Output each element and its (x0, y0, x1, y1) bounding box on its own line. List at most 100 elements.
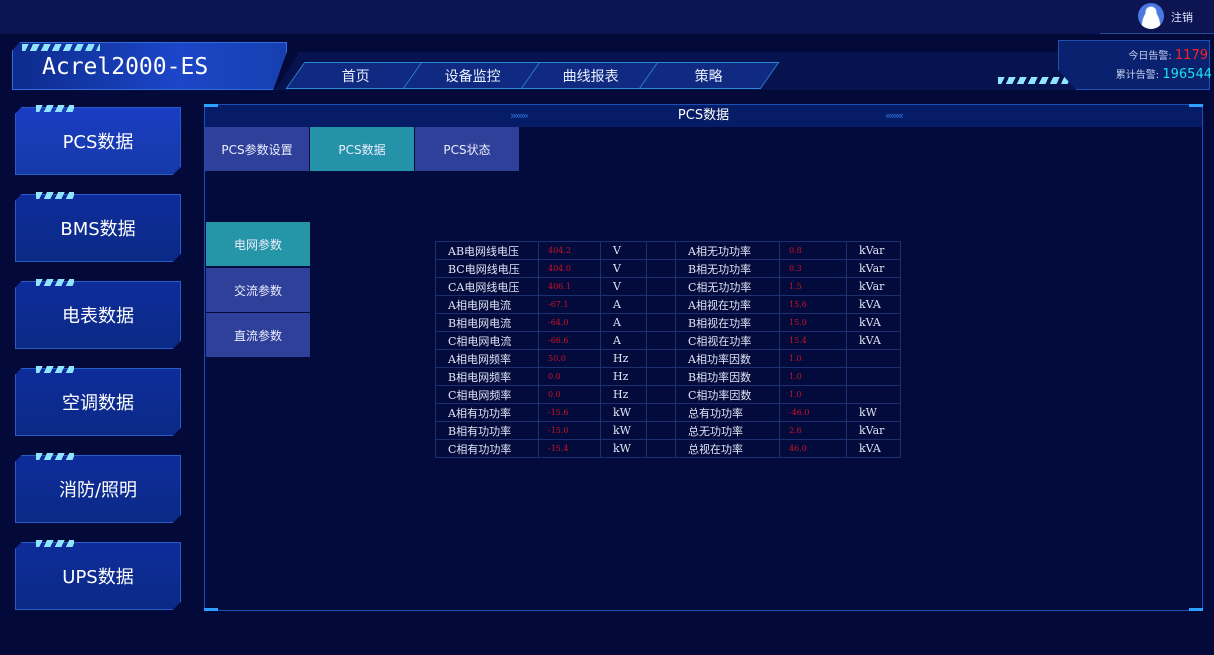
decor-stripes (998, 77, 1076, 84)
label-cell: A相电网频率 (435, 349, 539, 368)
value-cell: 50.0 (538, 349, 601, 368)
value-cell: -46.0 (779, 403, 847, 422)
value-cell: 46.0 (779, 439, 847, 458)
user-area (1100, 0, 1214, 34)
user-avatar-icon[interactable] (1138, 3, 1164, 29)
value-cell: 0.0 (538, 367, 601, 386)
table-row: A相有功功率 -15.6 kW 总有功功率 -46.0 kW (435, 403, 901, 422)
unit-cell (846, 349, 901, 368)
unit-cell: Hz (600, 385, 647, 404)
tab-pcs-data[interactable]: PCS数据 (310, 127, 414, 171)
value-cell: 1.0 (779, 349, 847, 368)
unit-cell: kW (600, 421, 647, 440)
unit-cell: kVar (846, 421, 901, 440)
sidebar-item-meter[interactable]: 电表数据 (15, 281, 181, 349)
spacer-cell (646, 259, 676, 278)
label-cell: A相视在功率 (675, 295, 780, 314)
unit-cell: kW (600, 403, 647, 422)
table-row: B相电网频率 0.0 Hz B相功率因数 1.0 (435, 367, 901, 386)
chevrons-left-icon: ‹‹‹‹‹‹‹ (885, 109, 904, 122)
spacer-cell (646, 313, 676, 332)
value-cell: 15.6 (779, 295, 847, 314)
label-cell: C相功率因数 (675, 385, 780, 404)
total-alert-label: 累计告警: (1115, 70, 1160, 81)
nav-label: 策略 (695, 68, 723, 85)
table-row: BC电网线电压 404.0 V B相无功功率 0.3 kVar (435, 259, 901, 278)
sidebar-item-ups[interactable]: UPS数据 (15, 542, 181, 610)
unit-cell: V (600, 241, 647, 260)
value-cell: 406.1 (538, 277, 601, 296)
spacer-cell (646, 277, 676, 296)
sidebar-item-aircon[interactable]: 空调数据 (15, 368, 181, 436)
value-cell: 0.8 (779, 241, 847, 260)
sidebar-item-fire-lighting[interactable]: 消防/照明 (15, 455, 181, 523)
sidebar-item-pcs[interactable]: PCS数据 (15, 107, 181, 175)
unit-cell: kW (846, 403, 901, 422)
label-cell: 总视在功率 (675, 439, 780, 458)
panel-header: ››››››› PCS数据 ‹‹‹‹‹‹‹ (205, 105, 1202, 127)
today-alert-count: 1179 (1174, 48, 1208, 63)
unit-cell: kW (600, 439, 647, 458)
spacer-cell (646, 349, 676, 368)
total-alerts[interactable]: 累计告警: 196544 (1116, 66, 1212, 82)
table-row: A相电网电流 -67.1 A A相视在功率 15.6 kVA (435, 295, 901, 314)
value-cell: 0.0 (538, 385, 601, 404)
corner-decor (204, 104, 218, 107)
table-row: A相电网频率 50.0 Hz A相功率因数 1.0 (435, 349, 901, 368)
nav-strategy[interactable]: 策略 (638, 62, 780, 89)
spacer-cell (646, 439, 676, 458)
value-cell: 2.6 (779, 421, 847, 440)
value-cell: 1.5 (779, 277, 847, 296)
chevrons-right-icon: ››››››› (510, 109, 529, 122)
table-row: B相电网电流 -64.0 A B相视在功率 15.0 kVA (435, 313, 901, 332)
today-alert-label: 今日告警: (1128, 51, 1172, 62)
tab-pcs-status[interactable]: PCS状态 (415, 127, 519, 171)
alert-box (1058, 40, 1210, 90)
unit-cell: kVar (846, 259, 901, 278)
decor-stripes (36, 192, 74, 199)
table-row: C相电网频率 0.0 Hz C相功率因数 1.0 (435, 385, 901, 404)
value-cell: -15.6 (538, 403, 601, 422)
value-cell: 1.0 (779, 367, 847, 386)
panel-title: PCS数据 (677, 108, 730, 123)
subtab-dc-params[interactable]: 直流参数 (206, 313, 310, 357)
tab-pcs-settings[interactable]: PCS参数设置 (205, 127, 309, 171)
value-cell: 15.0 (779, 313, 847, 332)
unit-cell: A (600, 295, 647, 314)
subtab-ac-params[interactable]: 交流参数 (206, 268, 310, 312)
value-cell: 0.3 (779, 259, 847, 278)
value-cell: -67.1 (538, 295, 601, 314)
app-title: Acrel2000-ES (42, 54, 209, 80)
today-alerts[interactable]: 今日告警: 1179 (1128, 47, 1208, 63)
spacer-cell (646, 403, 676, 422)
decor-stripes (36, 366, 74, 373)
unit-cell: Hz (600, 367, 647, 386)
label-cell: 总无功功率 (675, 421, 780, 440)
label-cell: 总有功功率 (675, 403, 780, 422)
unit-cell: V (600, 259, 647, 278)
unit-cell: A (600, 313, 647, 332)
table-row: CA电网线电压 406.1 V C相无功功率 1.5 kVar (435, 277, 901, 296)
sidebar-item-bms[interactable]: BMS数据 (15, 194, 181, 262)
value-cell: -66.6 (538, 331, 601, 350)
spacer-cell (646, 367, 676, 386)
value-cell: -15.0 (538, 421, 601, 440)
unit-cell (846, 367, 901, 386)
nav-label: 曲线报表 (563, 68, 619, 85)
nav-label: 首页 (342, 68, 370, 85)
logout-link[interactable]: 注销 (1171, 11, 1193, 24)
value-cell: -64.0 (538, 313, 601, 332)
label-cell: BC电网线电压 (435, 259, 539, 278)
label-cell: B相无功功率 (675, 259, 780, 278)
decor-stripes (36, 279, 74, 286)
label-cell: B相功率因数 (675, 367, 780, 386)
label-cell: B相视在功率 (675, 313, 780, 332)
unit-cell: A (600, 331, 647, 350)
corner-decor (1189, 608, 1203, 611)
label-cell: B相电网电流 (435, 313, 539, 332)
subtab-grid-params[interactable]: 电网参数 (206, 222, 310, 266)
label-cell: C相电网频率 (435, 385, 539, 404)
grid-params-table: AB电网线电压 404.2 V A相无功功率 0.8 kVar BC电网线电压 404.0 V B… (435, 241, 901, 458)
decor-stripes (22, 44, 100, 51)
table-row: C相有功功率 -15.4 kW 总视在功率 46.0 kVA (435, 439, 901, 458)
